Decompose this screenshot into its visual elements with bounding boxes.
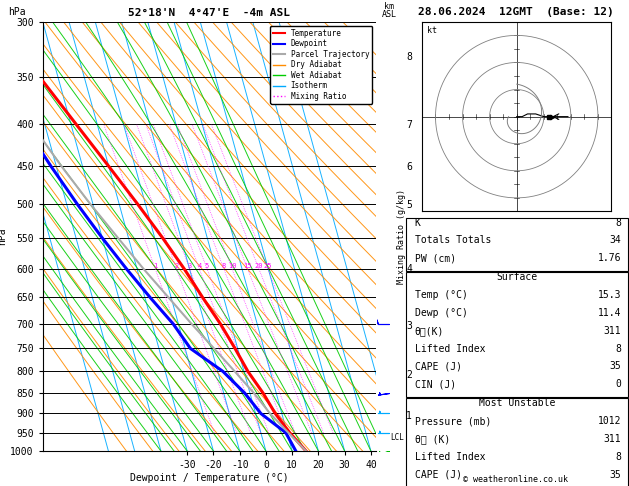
Text: 1012: 1012 <box>598 416 621 426</box>
Text: 34: 34 <box>610 235 621 245</box>
Text: CIN (J): CIN (J) <box>415 379 456 389</box>
Text: 3: 3 <box>187 263 192 269</box>
Text: 35: 35 <box>610 469 621 480</box>
Text: 25: 25 <box>264 263 272 269</box>
Text: CAPE (J): CAPE (J) <box>415 469 462 480</box>
Text: θᴇ(K): θᴇ(K) <box>415 326 444 336</box>
Text: 28.06.2024  12GMT  (Base: 12): 28.06.2024 12GMT (Base: 12) <box>418 7 614 17</box>
Text: PW (cm): PW (cm) <box>415 253 456 263</box>
Text: 1.76: 1.76 <box>598 253 621 263</box>
Text: 35: 35 <box>610 362 621 371</box>
Text: Pressure (mb): Pressure (mb) <box>415 416 491 426</box>
Title: 52°18'N  4°47'E  -4m ASL: 52°18'N 4°47'E -4m ASL <box>128 8 291 18</box>
Text: hPa: hPa <box>8 7 26 17</box>
Text: Surface: Surface <box>496 272 537 282</box>
Text: Lifted Index: Lifted Index <box>415 452 485 462</box>
Text: 15: 15 <box>243 263 252 269</box>
Text: θᴇ (K): θᴇ (K) <box>415 434 450 444</box>
Text: 8: 8 <box>615 452 621 462</box>
Text: Lifted Index: Lifted Index <box>415 344 485 354</box>
Text: 1: 1 <box>153 263 157 269</box>
Text: 8: 8 <box>615 344 621 354</box>
Text: LCL: LCL <box>391 433 404 442</box>
Text: 311: 311 <box>603 434 621 444</box>
Text: 20: 20 <box>255 263 263 269</box>
Text: km
ASL: km ASL <box>382 2 397 19</box>
Text: 8: 8 <box>222 263 226 269</box>
Text: 11.4: 11.4 <box>598 308 621 318</box>
Text: 8: 8 <box>615 218 621 227</box>
Text: Mixing Ratio (g/kg): Mixing Ratio (g/kg) <box>397 189 406 284</box>
Text: © weatheronline.co.uk: © weatheronline.co.uk <box>464 474 568 484</box>
Text: 10: 10 <box>228 263 237 269</box>
Y-axis label: hPa: hPa <box>0 227 8 245</box>
Text: 4: 4 <box>198 263 201 269</box>
Bar <box>406 218 628 271</box>
Legend: Temperature, Dewpoint, Parcel Trajectory, Dry Adiabat, Wet Adiabat, Isotherm, Mi: Temperature, Dewpoint, Parcel Trajectory… <box>270 26 372 104</box>
Text: Dewp (°C): Dewp (°C) <box>415 308 467 318</box>
Text: Most Unstable: Most Unstable <box>479 399 555 408</box>
Text: 2: 2 <box>174 263 179 269</box>
Text: CAPE (J): CAPE (J) <box>415 362 462 371</box>
Text: K: K <box>415 218 420 227</box>
Bar <box>406 399 628 486</box>
Text: 311: 311 <box>603 326 621 336</box>
Text: Temp (°C): Temp (°C) <box>415 290 467 300</box>
Text: 0: 0 <box>615 379 621 389</box>
X-axis label: Dewpoint / Temperature (°C): Dewpoint / Temperature (°C) <box>130 473 289 483</box>
Text: 5: 5 <box>205 263 209 269</box>
Text: kt: kt <box>427 26 437 35</box>
Text: 15.3: 15.3 <box>598 290 621 300</box>
Bar <box>406 272 628 397</box>
Text: Totals Totals: Totals Totals <box>415 235 491 245</box>
